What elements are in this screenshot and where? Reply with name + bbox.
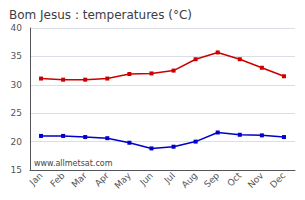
svg-text:Oct: Oct bbox=[225, 170, 243, 188]
svg-text:Feb: Feb bbox=[48, 170, 67, 189]
svg-text:Apr: Apr bbox=[93, 170, 111, 188]
svg-text:25: 25 bbox=[11, 108, 22, 118]
svg-text:Nov: Nov bbox=[246, 170, 266, 190]
svg-text:Jul: Jul bbox=[162, 170, 177, 185]
svg-text:Aug: Aug bbox=[180, 170, 199, 189]
svg-text:Sep: Sep bbox=[202, 170, 221, 189]
svg-text:Jan: Jan bbox=[27, 170, 45, 188]
svg-text:Bom Jesus : temperatures (°C): Bom Jesus : temperatures (°C) bbox=[9, 8, 192, 22]
svg-text:30: 30 bbox=[11, 80, 23, 90]
svg-text:35: 35 bbox=[11, 51, 22, 61]
svg-text:Jun: Jun bbox=[137, 170, 155, 188]
svg-text:Mar: Mar bbox=[70, 170, 89, 189]
svg-text:40: 40 bbox=[11, 23, 23, 33]
svg-text:15: 15 bbox=[11, 165, 22, 175]
svg-text:Dec: Dec bbox=[268, 170, 287, 189]
svg-text:www.allmetsat.com: www.allmetsat.com bbox=[34, 159, 113, 168]
svg-text:20: 20 bbox=[11, 137, 23, 147]
svg-text:May: May bbox=[113, 170, 134, 191]
